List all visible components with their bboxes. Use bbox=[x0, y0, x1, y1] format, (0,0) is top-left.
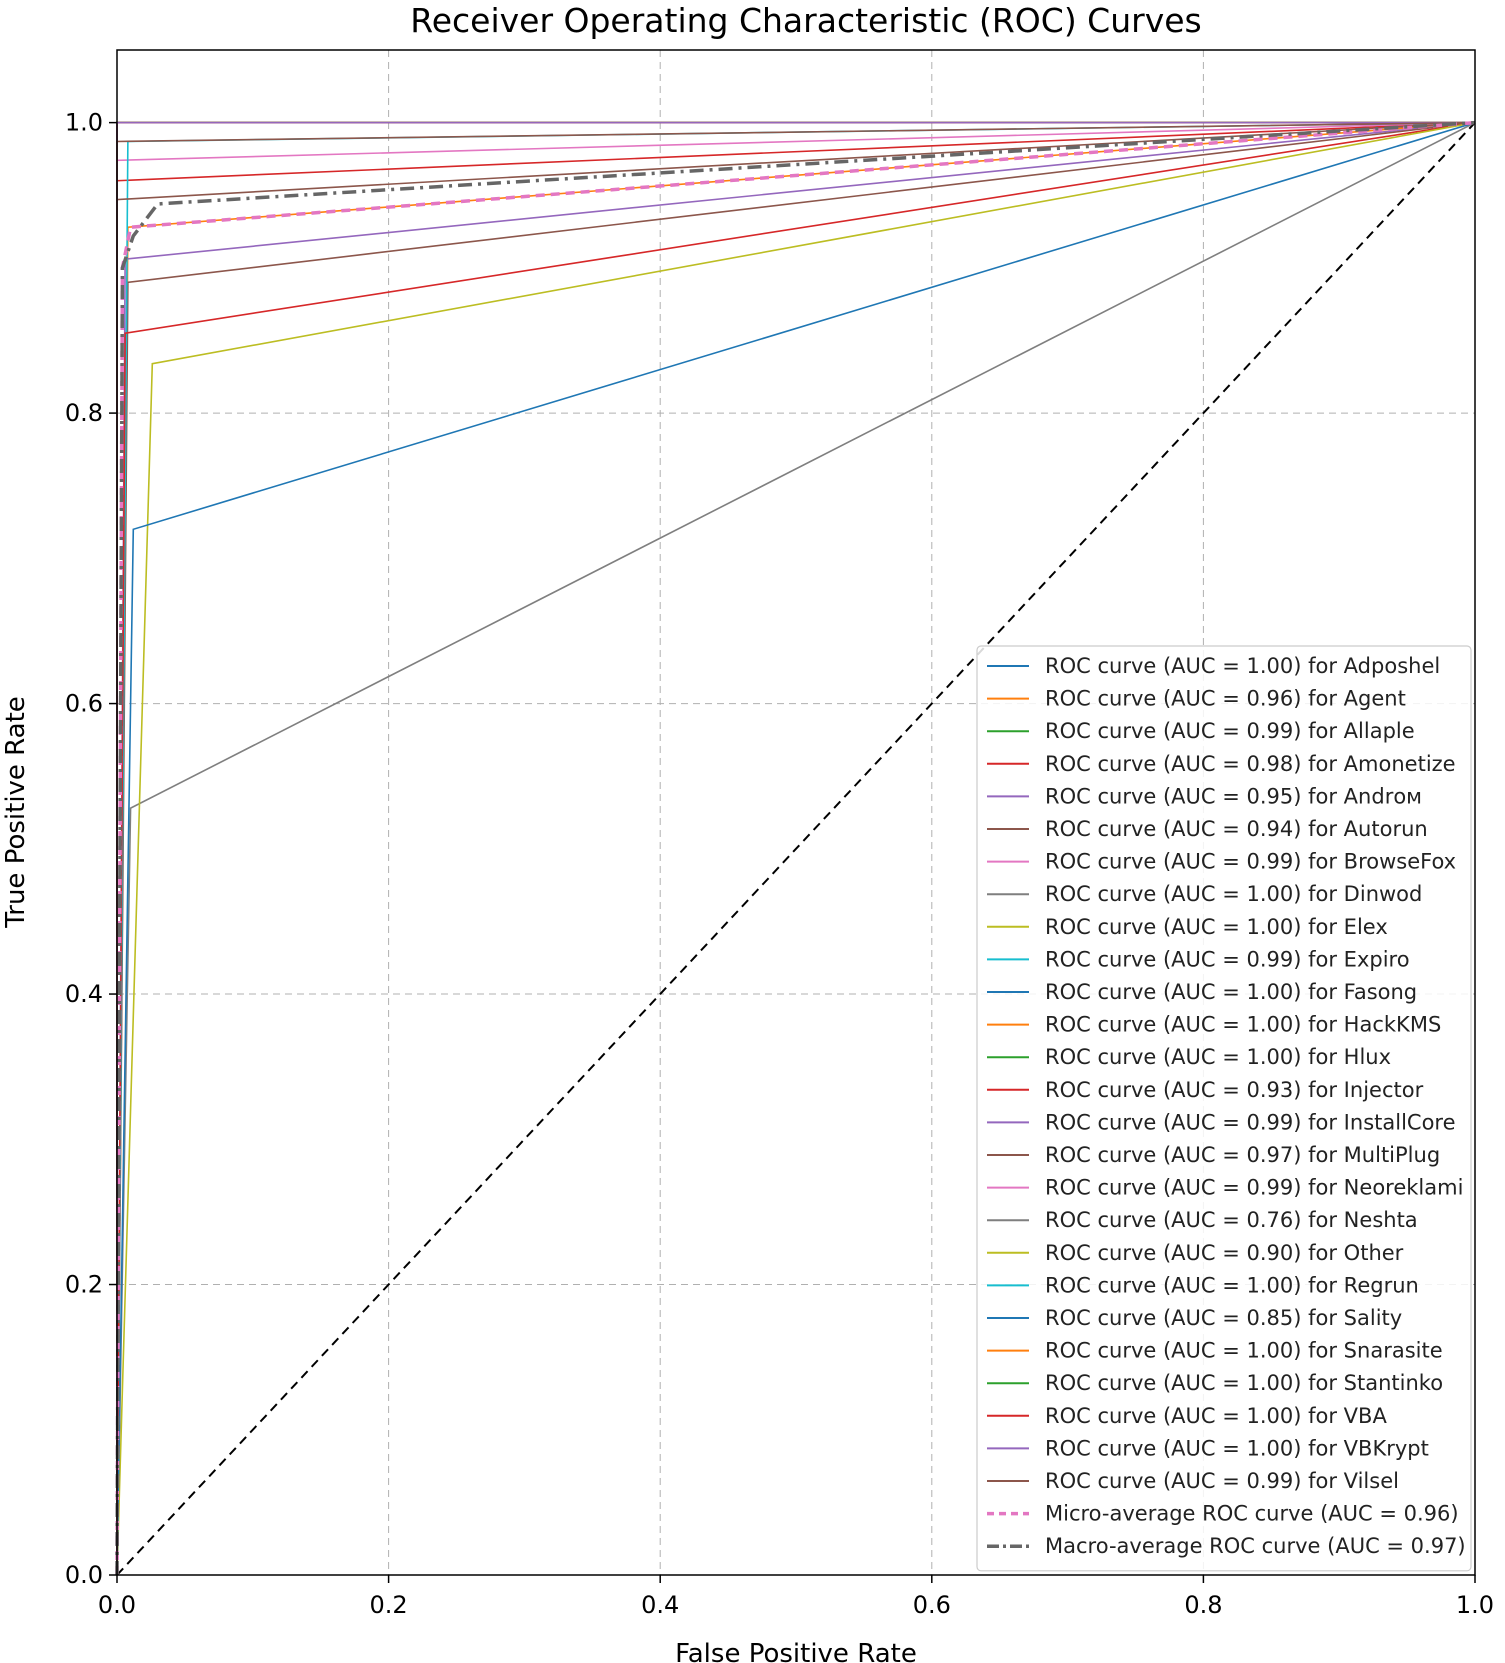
roc-series-line-20 bbox=[116, 121, 1476, 1576]
legend-entry-label: ROC curve (AUC = 1.00) for VBA bbox=[1045, 1404, 1387, 1428]
chart-title: Receiver Operating Characteristic (ROC) … bbox=[410, 1, 1201, 40]
legend-entry-label: ROC curve (AUC = 0.99) for BrowseFox bbox=[1045, 850, 1456, 874]
y-tick-label: 0.0 bbox=[65, 1561, 103, 1589]
legend-entry-label: ROC curve (AUC = 1.00) for Elex bbox=[1045, 915, 1388, 939]
plot-frame bbox=[116, 49, 1476, 1576]
chance-diagonal-line bbox=[116, 121, 1476, 1576]
y-tick-label: 0.8 bbox=[65, 399, 103, 427]
legend-entry-label: ROC curve (AUC = 1.00) for Adposhel bbox=[1045, 654, 1440, 678]
legend-entry-label: ROC curve (AUC = 0.85) for Sality bbox=[1045, 1306, 1402, 1330]
legend-entry-label: ROC curve (AUC = 1.00) for Regrun bbox=[1045, 1273, 1419, 1297]
legend-entry-label: ROC curve (AUC = 1.00) for Hlux bbox=[1045, 1045, 1391, 1069]
legend-box bbox=[976, 645, 1472, 1572]
legend-entry-label: ROC curve (AUC = 0.96) for Agent bbox=[1045, 687, 1406, 711]
legend-entry-label: ROC curve (AUC = 0.76) for Neshta bbox=[1045, 1208, 1418, 1232]
legend-entry-label: ROC curve (AUC = 0.93) for Injector bbox=[1045, 1078, 1424, 1102]
legend-entry-label: ROC curve (AUC = 0.98) for Amonetize bbox=[1045, 752, 1456, 776]
legend: ROC curve (AUC = 1.00) for Adposhel ROC c… bbox=[976, 645, 1472, 1572]
legend-entry-label: ROC curve (AUC = 1.00) for VBKrypt bbox=[1045, 1436, 1429, 1460]
roc-series-line-26 bbox=[115, 120, 1476, 1576]
legend-entry-label: ROC curve (AUC = 0.99) for Neoreklami bbox=[1045, 1176, 1463, 1200]
legend-entry-label: ROC curve (AUC = 0.97) for MultiPlug bbox=[1045, 1143, 1440, 1167]
legend-entry-label: ROC curve (AUC = 0.99) for Vilsel bbox=[1045, 1469, 1399, 1493]
x-tick-label: 0.0 bbox=[98, 1591, 136, 1619]
x-tick-label: 0.8 bbox=[1184, 1591, 1222, 1619]
legend-entry-label: Macro-average ROC curve (AUC = 0.97) bbox=[1045, 1534, 1466, 1558]
x-tick-label: 1.0 bbox=[1456, 1591, 1494, 1619]
y-axis-label: True Positive Rate bbox=[1, 696, 31, 929]
reference-layer bbox=[116, 121, 1476, 1576]
y-tick-label: 0.6 bbox=[65, 690, 103, 718]
ticks-layer: 0.0 0.2 0.4 0.6 0.8 1.0 0.0 0.2 0.4 0.6 0.8 1.0 bbox=[65, 109, 1494, 1619]
legend-entry-label: ROC curve (AUC = 1.00) for Stantinko bbox=[1045, 1371, 1443, 1395]
legend-entry-label: ROC curve (AUC = 0.94) for Autorun bbox=[1045, 817, 1428, 841]
x-tick-label: 0.4 bbox=[641, 1591, 679, 1619]
legend-entry-label: ROC curve (AUC = 1.00) for Snarasite bbox=[1045, 1339, 1443, 1363]
roc-series-line-18 bbox=[116, 121, 1476, 1576]
legend-entry-label: ROC curve (AUC = 0.99) for Expiro bbox=[1045, 947, 1410, 971]
x-axis-label: False Positive Rate bbox=[675, 1639, 917, 1663]
legend-entry-label: ROC curve (AUC = 0.90) for Other bbox=[1045, 1241, 1404, 1265]
roc-series-line-27 bbox=[115, 120, 1476, 1576]
legend-entry-label: ROC curve (AUC = 0.99) for Allaple bbox=[1045, 719, 1415, 743]
legend-entry-label: ROC curve (AUC = 1.00) for Dinwod bbox=[1045, 882, 1422, 906]
y-tick-label: 1.0 bbox=[65, 109, 103, 137]
x-tick-label: 0.6 bbox=[913, 1591, 951, 1619]
legend-entry-label: ROC curve (AUC = 1.00) for Fasong bbox=[1045, 980, 1417, 1004]
legend-entry-label: ROC curve (AUC = 0.99) for InstallCore bbox=[1045, 1110, 1456, 1134]
y-tick-label: 0.4 bbox=[65, 980, 103, 1008]
legend-entry-label: ROC curve (AUC = 1.00) for HackKMS bbox=[1045, 1013, 1441, 1037]
y-tick-label: 0.2 bbox=[65, 1271, 103, 1299]
legend-entry-label: ROC curve (AUC = 0.95) for Andrом bbox=[1045, 784, 1422, 808]
x-tick-label: 0.2 bbox=[370, 1591, 408, 1619]
legend-entry-label: Micro-average ROC curve (AUC = 0.96) bbox=[1045, 1502, 1459, 1526]
